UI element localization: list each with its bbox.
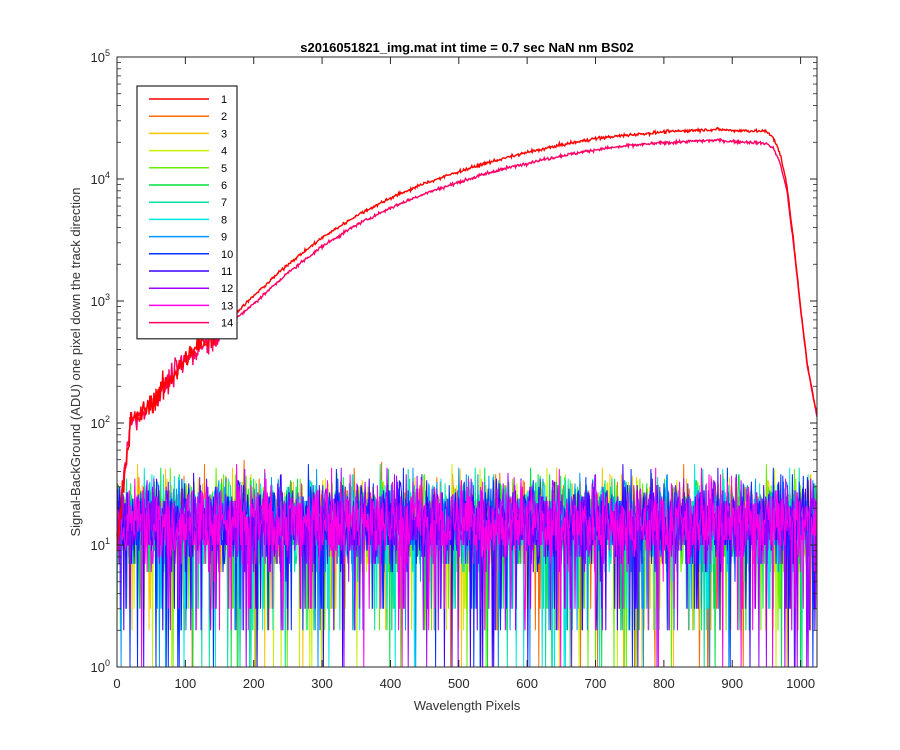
x-tick-label: 200 (243, 676, 265, 691)
legend-label-5: 5 (221, 163, 227, 175)
x-tick-label: 500 (448, 676, 470, 691)
legend-label-10: 10 (221, 249, 233, 261)
legend-label-11: 11 (221, 266, 232, 278)
legend-label-13: 13 (221, 300, 233, 312)
x-tick-label: 800 (653, 676, 675, 691)
x-tick-label: 100 (175, 676, 197, 691)
legend-label-14: 14 (221, 318, 233, 330)
x-tick-label: 600 (516, 676, 538, 691)
y-tick-label: 103 (91, 292, 110, 309)
x-axis: 0 100 200 300 400 500 600 700 800 900 1000 (113, 57, 815, 691)
x-tick-label: 1000 (786, 676, 815, 691)
plot-frame (116, 56, 818, 668)
y-tick-label: 100 (91, 658, 110, 675)
legend-label-7: 7 (221, 197, 227, 209)
y-axis-label: Signal-BackGround (ADU) one pixel down t… (68, 187, 83, 536)
legend-label-1: 1 (221, 94, 227, 106)
series-line-13 (116, 464, 818, 668)
legend-label-2: 2 (221, 111, 227, 123)
x-tick-label: 400 (380, 676, 402, 691)
legend-box (136, 85, 238, 340)
y-tick-label: 104 (91, 170, 110, 187)
x-axis-label: Wavelength Pixels (414, 698, 521, 713)
x-tick-label: 0 (113, 676, 120, 691)
chart-title: s2016051821_img.mat int time = 0.7 sec N… (300, 40, 634, 55)
y-tick-label: 105 (91, 48, 110, 65)
legend-label-3: 3 (221, 128, 227, 140)
x-tick-label: 300 (311, 676, 333, 691)
y-tick-label: 102 (91, 414, 110, 431)
y-tick-label: 101 (91, 536, 110, 553)
legend-label-12: 12 (221, 283, 233, 295)
legend-label-4: 4 (221, 146, 227, 158)
legend-label-6: 6 (221, 180, 227, 192)
x-tick-label: 700 (585, 676, 607, 691)
x-tick-label: 900 (721, 676, 743, 691)
legend-label-9: 9 (221, 232, 227, 244)
plot-lines (116, 126, 818, 668)
legend-label-8: 8 (221, 214, 227, 226)
